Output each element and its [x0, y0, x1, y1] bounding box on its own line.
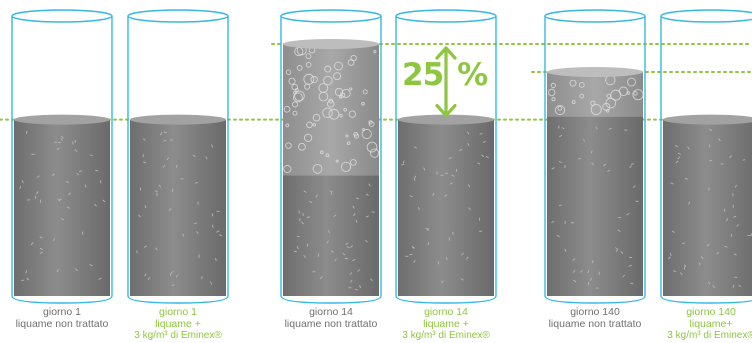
caption-line3: 3 kg/m³ di Eminex®: [134, 330, 222, 341]
liquid-surface: [130, 114, 226, 125]
caption-day1-treated: giorno 1 liquame +3 kg/m³ di Eminex®: [123, 306, 233, 342]
cylinder-outline: [11, 16, 113, 304]
caption-line3: 3 kg/m³ di Eminex®: [667, 330, 752, 341]
cylinder-rim: [280, 9, 382, 23]
liquid-surface: [547, 67, 643, 77]
caption-day14-untreated: giorno 14 liquame non trattato: [276, 306, 386, 330]
caption-line2: liquame non trattato: [15, 318, 109, 330]
liquid-column: [398, 119, 494, 296]
cylinders-group: [11, 9, 752, 304]
cylinder-day14-treated: [395, 9, 497, 304]
cylinder-rim: [544, 9, 646, 23]
caption-day: giorno 1: [159, 306, 197, 318]
caption-line3: 3 kg/m³ di Eminex®: [402, 330, 490, 341]
liquid-surface: [398, 114, 494, 125]
liquid-column: [663, 119, 752, 296]
difference-arrow: [435, 46, 457, 118]
cylinder-day1-treated: [127, 9, 229, 304]
caption-day1-untreated: giorno 1 liquame non trattato: [7, 306, 117, 330]
percent-value: 25: [402, 57, 444, 93]
cylinder-day140-treated: [660, 9, 752, 304]
caption-line2: liquame+: [689, 318, 733, 330]
liquid-surface: [663, 114, 752, 125]
cylinder-rim: [127, 9, 229, 23]
liquid-particles: [136, 131, 223, 287]
liquid-particles: [294, 183, 375, 291]
cylinder-outline: [544, 16, 646, 304]
liquid-surface: [14, 114, 110, 125]
caption-day: giorno 14: [424, 306, 468, 318]
liquid-particles: [668, 128, 752, 289]
liquid-surface: [283, 39, 379, 49]
caption-day: giorno 14: [309, 306, 353, 318]
caption-day: giorno 1: [43, 306, 81, 318]
cylinder-day140-untreated: [544, 9, 646, 304]
liquid-column: [14, 119, 110, 296]
caption-line2: liquame non trattato: [284, 318, 378, 330]
caption-line2: liquame +: [155, 318, 201, 330]
cylinder-outline: [127, 16, 229, 304]
cylinder-outline: [660, 16, 752, 304]
cylinder-rim: [660, 9, 752, 23]
cylinder-rim: [11, 9, 113, 23]
caption-line2: liquame non trattato: [548, 318, 642, 330]
cylinder-outline: [280, 16, 382, 304]
caption-day: giorno 140: [570, 306, 620, 318]
liquid-particles: [551, 125, 639, 289]
caption-line2: liquame +: [423, 318, 469, 330]
caption-day140-untreated: giorno 140 liquame non trattato: [540, 306, 650, 330]
percent-annotation: 25%: [402, 57, 488, 93]
cylinder-rim: [395, 9, 497, 23]
caption-day: giorno 140: [686, 306, 736, 318]
liquid-column: [130, 119, 226, 296]
liquid-particles: [19, 130, 106, 281]
cylinder-day1-untreated: [11, 9, 113, 304]
caption-day14-treated: giorno 14 liquame +3 kg/m³ di Eminex®: [391, 306, 501, 342]
foam-bubbles: [283, 45, 380, 174]
liquid-particles: [401, 131, 489, 284]
percent-unit: %: [457, 57, 488, 93]
caption-day140-treated: giorno 140 liquame+ 3 kg/m³ di Eminex®: [656, 306, 752, 342]
cylinder-outline: [395, 16, 497, 304]
cylinder-day14-untreated: [280, 9, 382, 304]
